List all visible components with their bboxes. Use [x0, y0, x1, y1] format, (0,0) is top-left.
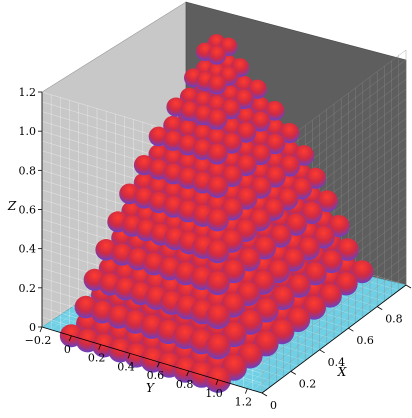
- tick-label: 1.2: [235, 396, 253, 409]
- tick-label: 0: [270, 399, 277, 412]
- tick-label: 0.4: [117, 360, 135, 373]
- sphere-point: [207, 75, 226, 94]
- tick-mark: [291, 371, 296, 374]
- tick-label: 0: [29, 321, 36, 334]
- sphere-point: [205, 334, 230, 359]
- sphere-point: [207, 109, 227, 129]
- sphere-point: [208, 46, 227, 65]
- tick-label: −0.2: [25, 334, 52, 347]
- tick-label: 0.8: [19, 164, 37, 177]
- x-axis-label: X: [337, 365, 347, 379]
- tick-mark: [245, 389, 247, 394]
- tick-label: 0.8: [385, 313, 403, 326]
- z-axis-label: Z: [7, 199, 17, 213]
- tick-mark: [406, 285, 411, 288]
- sphere-point: [205, 304, 230, 329]
- sphere-point: [207, 144, 228, 165]
- sphere-point: [206, 271, 230, 295]
- tick-label: 0: [64, 343, 71, 356]
- tick-label: 0.2: [19, 282, 37, 295]
- tick-mark: [40, 327, 42, 332]
- tick-mark: [262, 393, 267, 396]
- tick-label: 0.2: [299, 377, 317, 390]
- tick-label: 0.2: [88, 352, 106, 365]
- sphere-point: [206, 240, 229, 263]
- tick-label: 1.0: [205, 387, 223, 400]
- y-axis-label: Y: [146, 381, 155, 395]
- tick-label: 0.6: [356, 334, 374, 347]
- tick-label: 0.6: [19, 204, 37, 217]
- tick-mark: [320, 350, 325, 353]
- tick-label: 1.2: [19, 86, 37, 99]
- tick-label: 0.8: [176, 378, 194, 391]
- tick-mark: [377, 307, 382, 310]
- sphere-point: [206, 209, 229, 232]
- sphere-point: [206, 176, 228, 198]
- tick-label: 1.0: [19, 125, 37, 138]
- tick-mark: [348, 328, 353, 331]
- tick-label: 0.4: [19, 243, 37, 256]
